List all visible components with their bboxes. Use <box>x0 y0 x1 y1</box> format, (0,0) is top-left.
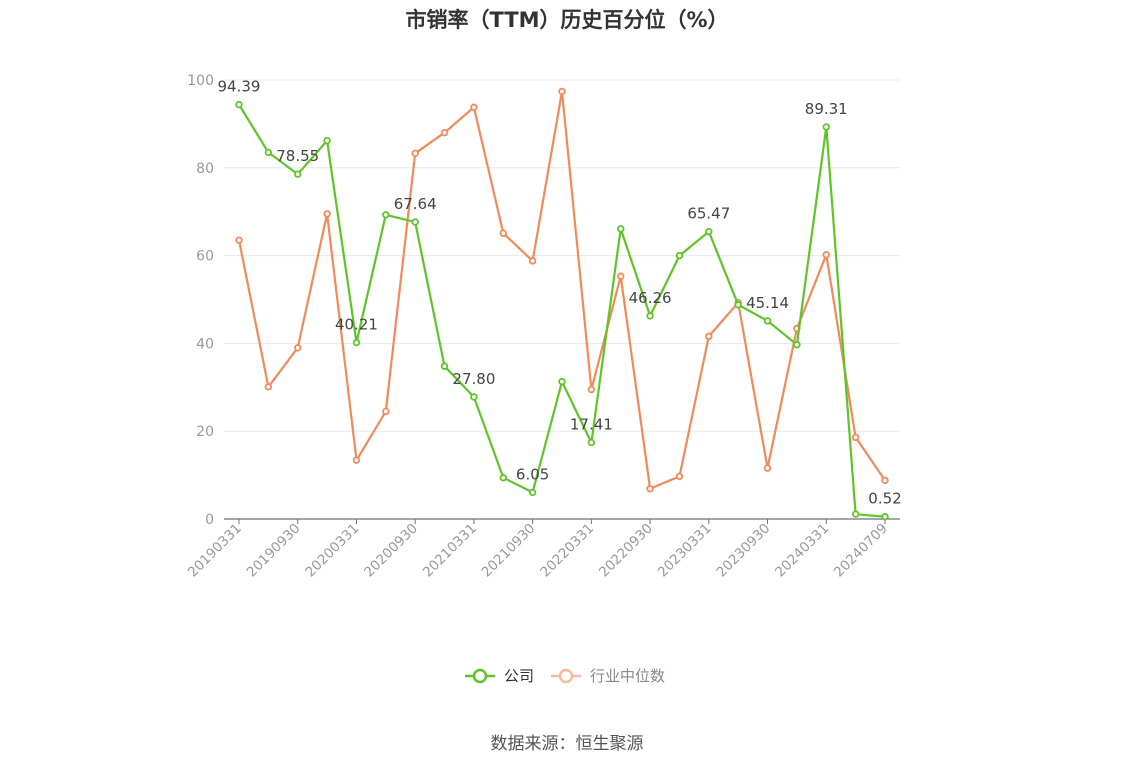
data-point <box>323 136 331 145</box>
data-point <box>382 211 390 219</box>
x-tick-label: 20190331 <box>185 521 245 581</box>
data-point <box>528 488 537 497</box>
data-source: 数据来源：恒生聚源 <box>490 734 644 754</box>
data-label: 46.26 <box>629 289 672 307</box>
data-label: 78.55 <box>276 147 319 165</box>
data-point <box>705 227 713 236</box>
x-tick-label: 20190930 <box>244 521 304 581</box>
data-label: 94.39 <box>218 78 261 96</box>
data-point <box>294 344 302 352</box>
data-point <box>440 362 449 370</box>
data-point <box>470 393 478 401</box>
data-point <box>793 341 801 349</box>
data-label: 67.64 <box>394 195 437 213</box>
y-tick-label: 100 <box>187 73 214 89</box>
data-point <box>264 383 273 391</box>
x-tick-label: 20230331 <box>655 521 715 581</box>
data-point <box>763 464 772 472</box>
data-label: 40.21 <box>335 315 378 333</box>
legend-label: 公司 <box>504 667 534 685</box>
data-point <box>411 149 419 158</box>
data-point <box>235 100 243 109</box>
legend-marker <box>472 668 488 684</box>
legend-item-industry-median[interactable]: 行业中位数 <box>551 667 665 685</box>
legend: 公司 行业中位数 <box>465 667 665 685</box>
data-labels: 94.39 78.55 40.21 67.64 27.80 6.05 17.41 46.26 6… <box>218 78 902 508</box>
grid-lines <box>224 79 900 432</box>
data-point <box>851 433 860 442</box>
data-point <box>499 474 507 482</box>
legend-item-company[interactable]: 公司 <box>465 667 534 685</box>
x-tick-label: 20240331 <box>772 521 832 581</box>
data-point <box>675 472 684 481</box>
data-point <box>881 476 889 485</box>
data-point <box>646 312 654 320</box>
data-point <box>558 87 566 96</box>
data-point <box>264 148 273 157</box>
data-label: 27.80 <box>452 370 495 388</box>
data-point <box>382 407 390 416</box>
data-label: 65.47 <box>687 205 730 223</box>
x-tick-label: 20220331 <box>537 521 597 581</box>
data-point <box>235 236 243 244</box>
data-point <box>705 332 713 341</box>
data-point <box>881 513 889 521</box>
data-point <box>822 251 830 259</box>
data-point <box>587 385 596 394</box>
data-point <box>440 128 449 137</box>
x-tick-label: 20220930 <box>596 521 656 581</box>
data-point <box>617 272 625 280</box>
data-point <box>470 103 478 111</box>
y-axis-ticks: 0 20 40 60 80 100 <box>187 73 214 528</box>
data-label: 0.52 <box>868 490 901 508</box>
data-label: 17.41 <box>570 416 613 434</box>
x-tick-label: 20200930 <box>361 521 421 581</box>
data-point <box>499 229 507 237</box>
y-tick-label: 20 <box>196 424 214 440</box>
series-layer <box>235 87 889 521</box>
data-point <box>352 456 361 464</box>
data-label: 45.14 <box>746 294 789 312</box>
data-point <box>294 170 302 178</box>
x-tick-label: 20230930 <box>713 521 773 581</box>
data-point <box>822 123 830 131</box>
data-point <box>352 338 361 347</box>
data-label: 89.31 <box>805 100 848 118</box>
data-point <box>675 251 684 260</box>
data-point <box>763 317 772 325</box>
data-point <box>411 218 419 226</box>
data-point <box>323 210 331 218</box>
x-axis: 2019033120190930202003312020093020210331… <box>185 518 900 581</box>
y-tick-label: 0 <box>205 512 214 528</box>
x-tick-label: 20210930 <box>479 521 539 581</box>
data-point <box>646 485 654 493</box>
data-point <box>587 438 596 447</box>
data-point <box>558 377 566 386</box>
data-point <box>734 301 742 309</box>
legend-marker <box>558 668 574 684</box>
y-tick-label: 80 <box>196 161 214 177</box>
data-point <box>528 257 537 265</box>
x-tick-label: 20210331 <box>420 521 480 581</box>
chart-title: 市销率（TTM）历史百分位（%） <box>405 8 729 32</box>
series-company <box>235 100 889 521</box>
x-tick-label: 20240709 <box>831 521 891 581</box>
x-tick-label: 20200331 <box>302 521 362 581</box>
y-tick-label: 40 <box>196 336 214 352</box>
series-line <box>237 90 886 490</box>
data-point <box>617 225 625 233</box>
legend-label: 行业中位数 <box>590 667 665 685</box>
y-tick-label: 60 <box>196 249 214 265</box>
data-label: 6.05 <box>516 465 549 483</box>
data-point <box>851 510 860 518</box>
